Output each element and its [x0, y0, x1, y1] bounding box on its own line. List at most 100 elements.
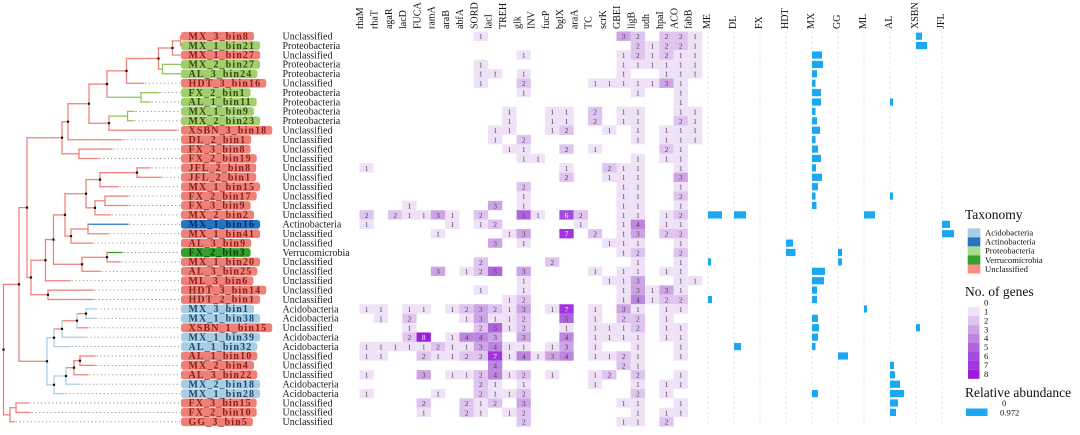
- svg-text:AL_1_bin10: AL_1_bin10: [189, 351, 253, 362]
- svg-text:Proteobacteria: Proteobacteria: [283, 107, 341, 118]
- svg-text:1: 1: [636, 136, 640, 145]
- svg-text:5: 5: [565, 314, 569, 323]
- svg-text:1: 1: [636, 79, 640, 88]
- svg-text:1: 1: [522, 239, 526, 248]
- svg-text:2: 2: [593, 107, 597, 116]
- svg-text:4: 4: [984, 333, 989, 343]
- svg-text:1: 1: [465, 342, 469, 351]
- svg-text:1: 1: [622, 183, 626, 192]
- svg-text:1: 1: [693, 277, 697, 286]
- svg-text:2: 2: [493, 305, 497, 314]
- svg-text:Unclassified: Unclassified: [283, 276, 333, 287]
- svg-text:MX_1_bin39: MX_1_bin39: [189, 332, 256, 343]
- svg-text:2: 2: [422, 399, 426, 408]
- svg-text:1: 1: [679, 70, 683, 79]
- svg-text:AL_3_bin25: AL_3_bin25: [189, 267, 253, 278]
- svg-text:2: 2: [665, 418, 669, 427]
- svg-text:1: 1: [550, 305, 554, 314]
- svg-text:1: 1: [608, 126, 612, 135]
- svg-text:1: 1: [422, 342, 426, 351]
- svg-text:AL_3_bin9: AL_3_bin9: [189, 238, 247, 249]
- svg-text:1: 1: [522, 380, 526, 389]
- svg-text:1: 1: [522, 145, 526, 154]
- svg-text:1: 1: [450, 220, 454, 229]
- svg-text:1: 1: [679, 60, 683, 69]
- svg-text:1: 1: [608, 352, 612, 361]
- svg-text:7: 7: [984, 360, 989, 370]
- svg-text:1: 1: [593, 352, 597, 361]
- svg-text:3: 3: [679, 173, 683, 182]
- svg-text:Verrucomicrobia: Verrucomicrobia: [985, 255, 1043, 265]
- svg-text:araA: araA: [569, 9, 580, 29]
- svg-text:1: 1: [522, 201, 526, 210]
- svg-text:3: 3: [550, 352, 554, 361]
- svg-text:1: 1: [608, 239, 612, 248]
- svg-text:1: 1: [365, 389, 369, 398]
- svg-text:Proteobacteria: Proteobacteria: [283, 88, 341, 99]
- svg-text:Unclassified: Unclassified: [283, 191, 333, 202]
- svg-text:1: 1: [393, 342, 397, 351]
- svg-text:3: 3: [493, 201, 497, 210]
- svg-text:3: 3: [479, 314, 483, 323]
- svg-text:Unclassified: Unclassified: [283, 229, 333, 240]
- svg-text:MX_1_bin15: MX_1_bin15: [189, 182, 256, 193]
- svg-text:1: 1: [522, 192, 526, 201]
- svg-text:3: 3: [479, 342, 483, 351]
- svg-text:1: 1: [550, 107, 554, 116]
- svg-text:Unclassified: Unclassified: [283, 323, 333, 334]
- svg-text:1: 1: [679, 220, 683, 229]
- svg-text:8: 8: [422, 333, 426, 342]
- svg-text:2: 2: [522, 389, 526, 398]
- svg-text:2: 2: [550, 258, 554, 267]
- svg-text:1: 1: [508, 145, 512, 154]
- svg-text:3: 3: [522, 305, 526, 314]
- svg-text:FX_2_bin3: FX_2_bin3: [189, 248, 246, 259]
- svg-text:2: 2: [522, 183, 526, 192]
- svg-text:GG: GG: [832, 15, 843, 29]
- svg-text:1: 1: [636, 352, 640, 361]
- svg-text:1: 1: [665, 154, 669, 163]
- svg-text:1: 1: [636, 408, 640, 417]
- svg-text:1: 1: [622, 211, 626, 220]
- svg-text:Unclassified: Unclassified: [985, 264, 1029, 274]
- svg-text:1: 1: [608, 333, 612, 342]
- svg-text:1: 1: [679, 352, 683, 361]
- svg-text:1: 1: [693, 117, 697, 126]
- svg-text:1: 1: [622, 60, 626, 69]
- svg-text:ML: ML: [858, 14, 869, 29]
- svg-text:3: 3: [522, 333, 526, 342]
- svg-text:4: 4: [493, 371, 497, 380]
- svg-text:2: 2: [479, 324, 483, 333]
- svg-text:2: 2: [636, 324, 640, 333]
- svg-text:2: 2: [565, 126, 569, 135]
- svg-text:1: 1: [679, 267, 683, 276]
- svg-text:1: 1: [665, 267, 669, 276]
- svg-text:bglX: bglX: [555, 8, 566, 29]
- svg-text:1: 1: [379, 305, 383, 314]
- svg-text:2: 2: [622, 352, 626, 361]
- svg-text:Proteobacteria: Proteobacteria: [283, 69, 341, 80]
- svg-text:1: 1: [508, 314, 512, 323]
- svg-text:3: 3: [493, 239, 497, 248]
- svg-text:1: 1: [508, 230, 512, 239]
- svg-text:Proteobacteria: Proteobacteria: [283, 60, 341, 71]
- svg-text:SORD: SORD: [469, 2, 480, 29]
- svg-text:3: 3: [493, 333, 497, 342]
- svg-text:3: 3: [636, 277, 640, 286]
- svg-text:1: 1: [622, 295, 626, 304]
- svg-text:MX_1_bin21: MX_1_bin21: [189, 41, 256, 52]
- svg-text:Unclassified: Unclassified: [283, 135, 333, 146]
- svg-text:Unclassified: Unclassified: [283, 295, 333, 306]
- svg-text:1: 1: [408, 211, 412, 220]
- svg-text:AL_1_bin11: AL_1_bin11: [189, 97, 252, 108]
- svg-text:1: 1: [622, 286, 626, 295]
- svg-text:MX_3_bin8: MX_3_bin8: [189, 31, 249, 42]
- svg-text:1: 1: [436, 389, 440, 398]
- svg-text:HDT_2_bin1: HDT_2_bin1: [189, 295, 256, 306]
- svg-text:MX_3_bin1: MX_3_bin1: [189, 304, 249, 315]
- svg-text:2: 2: [479, 380, 483, 389]
- svg-text:3: 3: [665, 79, 669, 88]
- svg-text:Unclassified: Unclassified: [283, 417, 333, 428]
- svg-text:1: 1: [479, 70, 483, 79]
- svg-text:1: 1: [565, 117, 569, 126]
